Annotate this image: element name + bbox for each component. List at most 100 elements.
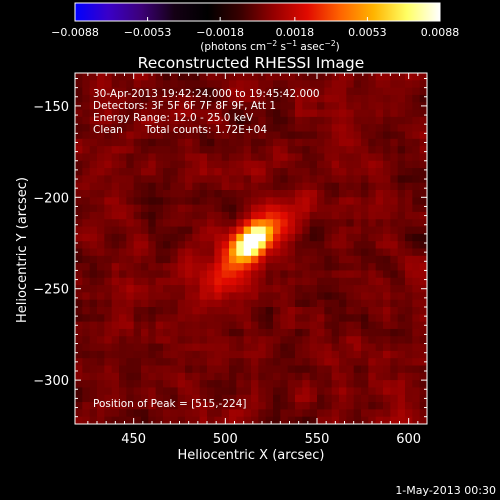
heatmap-cell bbox=[229, 80, 237, 89]
heatmap-cell bbox=[251, 358, 259, 367]
heatmap-cell bbox=[111, 175, 120, 184]
heatmap-cell bbox=[177, 394, 186, 403]
heatmap-cell bbox=[104, 109, 113, 118]
heatmap-cell bbox=[419, 402, 427, 410]
heatmap-cell bbox=[185, 343, 193, 352]
heatmap-cell bbox=[324, 94, 333, 103]
heatmap-cell bbox=[324, 394, 333, 403]
heatmap-cell bbox=[111, 116, 120, 125]
heatmap-cell bbox=[111, 190, 120, 198]
heatmap-cell bbox=[361, 263, 369, 272]
heatmap-cell bbox=[412, 336, 421, 345]
heatmap-cell bbox=[405, 270, 413, 279]
heatmap-cell bbox=[302, 350, 311, 359]
heatmap-cell bbox=[133, 124, 142, 133]
heatmap-cell bbox=[141, 394, 149, 403]
heatmap-cell bbox=[221, 277, 230, 286]
heatmap-cell bbox=[243, 372, 252, 381]
colorbar-tick-label: −0.0018 bbox=[196, 26, 244, 39]
heatmap-cell bbox=[419, 409, 427, 418]
heatmap-cell bbox=[243, 402, 252, 410]
heatmap-cell bbox=[324, 87, 333, 96]
heatmap-cell bbox=[82, 394, 91, 403]
heatmap-cell bbox=[383, 116, 391, 125]
heatmap-cell bbox=[236, 102, 245, 111]
heatmap-cell bbox=[104, 380, 113, 389]
heatmap-cell bbox=[309, 343, 318, 352]
heatmap-cell bbox=[302, 270, 311, 279]
heatmap-cell bbox=[375, 219, 384, 228]
heatmap-cell bbox=[185, 241, 193, 250]
heatmap-cell bbox=[375, 372, 384, 381]
heatmap-cell bbox=[111, 292, 120, 301]
heatmap-cell bbox=[309, 124, 318, 133]
heatmap-cell bbox=[295, 211, 303, 220]
heatmap-cell bbox=[75, 402, 83, 410]
heatmap-cell bbox=[324, 409, 333, 418]
heatmap-cell bbox=[331, 241, 340, 250]
heatmap-cell bbox=[236, 299, 245, 308]
heatmap-cell bbox=[258, 299, 267, 308]
heatmap-cell bbox=[295, 358, 303, 367]
heatmap-cell bbox=[214, 328, 223, 337]
heatmap-cell bbox=[236, 153, 245, 162]
heatmap-cell bbox=[412, 109, 421, 118]
heatmap-cell bbox=[163, 124, 171, 133]
heatmap-cell bbox=[405, 197, 413, 206]
heatmap-cell bbox=[207, 321, 215, 330]
heatmap-cell bbox=[265, 387, 274, 396]
heatmap-cell bbox=[243, 277, 252, 286]
heatmap-cell bbox=[339, 372, 347, 381]
heatmap-cell bbox=[251, 109, 259, 118]
heatmap-cell bbox=[163, 182, 171, 191]
heatmap-cell bbox=[280, 94, 289, 103]
colorbar-tick-label: 0.0018 bbox=[276, 26, 315, 39]
heatmap-cell bbox=[119, 204, 127, 213]
heatmap-cell bbox=[317, 153, 325, 162]
heatmap-cell bbox=[192, 182, 201, 191]
heatmap-cell bbox=[390, 394, 399, 403]
heatmap-cell bbox=[97, 241, 105, 250]
heatmap-cell bbox=[170, 153, 179, 162]
heatmap-cell bbox=[317, 350, 325, 359]
heatmap-cell bbox=[141, 204, 149, 213]
heatmap-cell bbox=[221, 358, 230, 367]
heatmap-cell bbox=[148, 226, 157, 235]
heatmap-cell bbox=[192, 248, 201, 257]
heatmap-cell bbox=[368, 190, 377, 198]
heatmap-cell bbox=[390, 343, 399, 352]
heatmap-cell bbox=[361, 350, 369, 359]
heatmap-cell bbox=[141, 73, 149, 81]
heatmap-cell bbox=[221, 402, 230, 410]
heatmap-cell bbox=[82, 416, 91, 424]
heatmap-cell bbox=[375, 109, 384, 118]
heatmap-cell bbox=[339, 182, 347, 191]
heatmap-cell bbox=[353, 94, 362, 103]
heatmap-cell bbox=[383, 416, 391, 424]
heatmap-cell bbox=[339, 160, 347, 169]
heatmap-cell bbox=[302, 314, 311, 323]
heatmap-cell bbox=[111, 138, 120, 147]
heatmap-cell bbox=[221, 87, 230, 96]
heatmap-cell bbox=[251, 182, 259, 191]
heatmap-cell bbox=[353, 387, 362, 396]
heatmap-cell bbox=[397, 270, 406, 279]
heatmap-cell bbox=[133, 168, 142, 176]
heatmap-cell bbox=[111, 409, 120, 418]
heatmap-cell bbox=[229, 409, 237, 418]
heatmap-cell bbox=[126, 358, 135, 367]
heatmap-cell bbox=[302, 343, 311, 352]
heatmap-cell bbox=[170, 124, 179, 133]
heatmap-cell bbox=[331, 182, 340, 191]
heatmap-cell bbox=[207, 197, 215, 206]
heatmap-cell bbox=[82, 372, 91, 381]
heatmap-cell bbox=[192, 255, 201, 264]
heatmap-cell bbox=[397, 87, 406, 96]
heatmap-cell bbox=[412, 116, 421, 125]
heatmap-cell bbox=[339, 138, 347, 147]
heatmap-cell bbox=[89, 409, 98, 418]
heatmap-cell bbox=[199, 270, 208, 279]
heatmap-cell bbox=[104, 211, 113, 220]
heatmap-cell bbox=[97, 409, 105, 418]
heatmap-cell bbox=[375, 138, 384, 147]
